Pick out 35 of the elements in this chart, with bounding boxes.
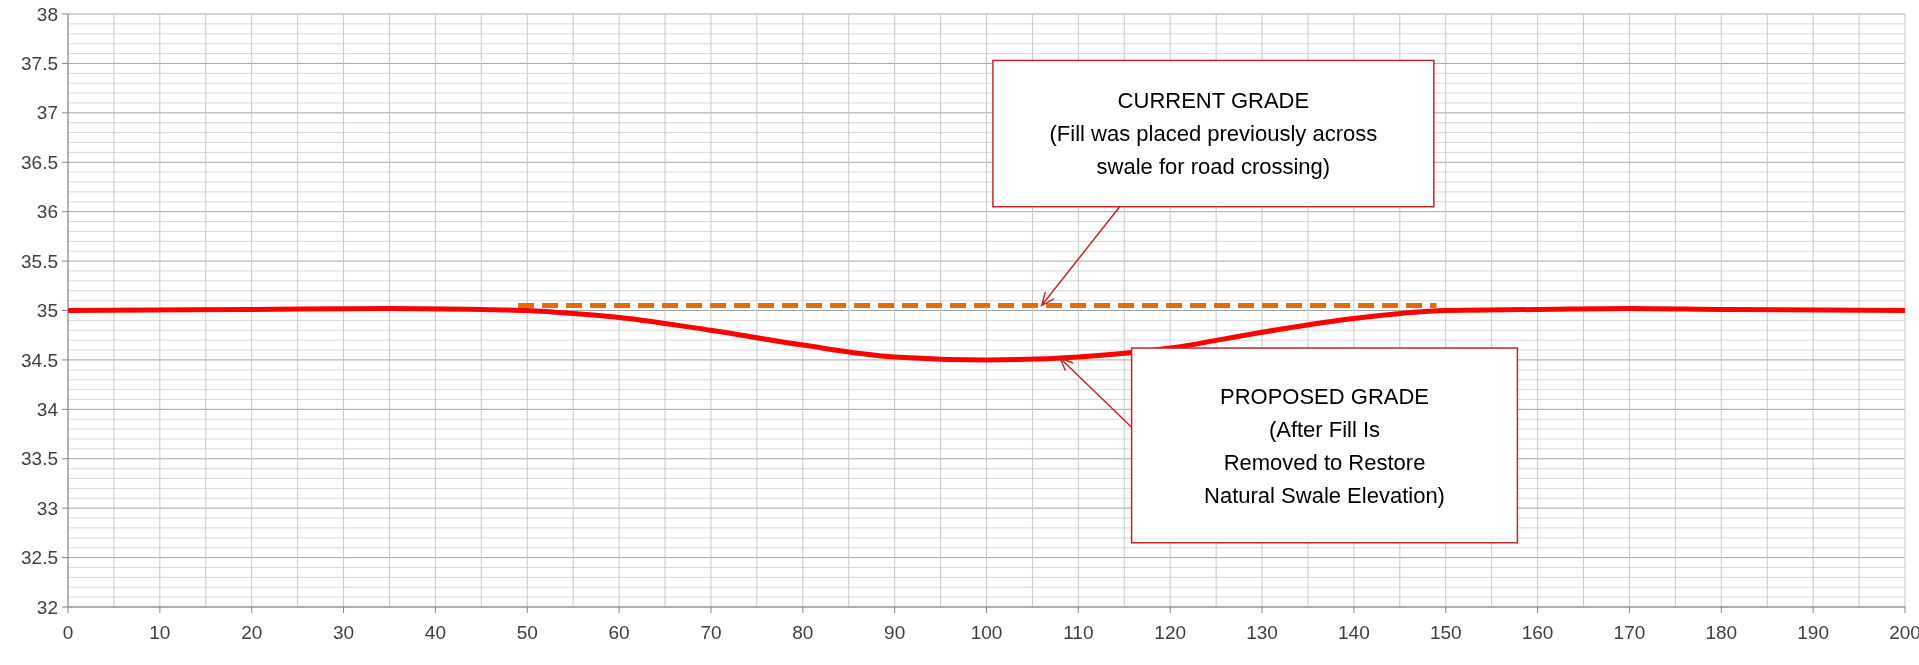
y-tick-label: 38 [36, 3, 58, 25]
x-tick-label: 120 [1154, 622, 1187, 643]
x-tick-label: 150 [1429, 622, 1462, 643]
y-tick-label: 34.5 [21, 349, 58, 371]
x-tick-label: 30 [332, 622, 355, 643]
y-tick-label: 33 [36, 497, 58, 519]
x-tick-label: 40 [424, 622, 446, 643]
annotation: PROPOSED GRADE (After Fill Is Removed to Restore Natural Swale Elevation) [1204, 383, 1445, 508]
y-tick-label: 36.5 [21, 151, 58, 173]
x-tick-label: 100 [970, 622, 1003, 643]
x-tick-label: 110 [1063, 622, 1094, 643]
x-tick-label: 50 [516, 622, 538, 643]
y-tick-label: 37.5 [21, 53, 58, 75]
y-tick-label: 32.5 [21, 547, 58, 569]
y-tick-label: 34 [36, 398, 59, 420]
annotation: CURRENT GRADE (Fill was placed previously across swale for road crossing) [1049, 88, 1378, 180]
y-tick-label: 33.5 [21, 448, 58, 470]
x-tick-label: 20 [241, 622, 263, 643]
x-tick-label: 80 [792, 622, 814, 643]
x-tick-label: 0 [62, 622, 74, 643]
y-tick-label: 35 [36, 300, 58, 322]
x-tick-label: 170 [1613, 622, 1646, 643]
x-tick-label: 140 [1338, 622, 1370, 643]
x-tick-label: 160 [1521, 622, 1554, 643]
y-tick-label: 32 [36, 596, 58, 618]
x-tick-label: 70 [700, 622, 722, 643]
x-tick-label: 60 [608, 622, 630, 643]
x-tick-label: 10 [149, 622, 171, 643]
x-tick-label: 180 [1705, 622, 1738, 643]
x-tick-label: 190 [1797, 622, 1829, 643]
x-tick-label: 130 [1246, 622, 1278, 643]
x-tick-label: 90 [884, 622, 906, 643]
y-tick-label: 35.5 [21, 250, 58, 272]
y-tick-label: 37 [36, 102, 58, 124]
y-tick-label: 36 [36, 201, 58, 223]
